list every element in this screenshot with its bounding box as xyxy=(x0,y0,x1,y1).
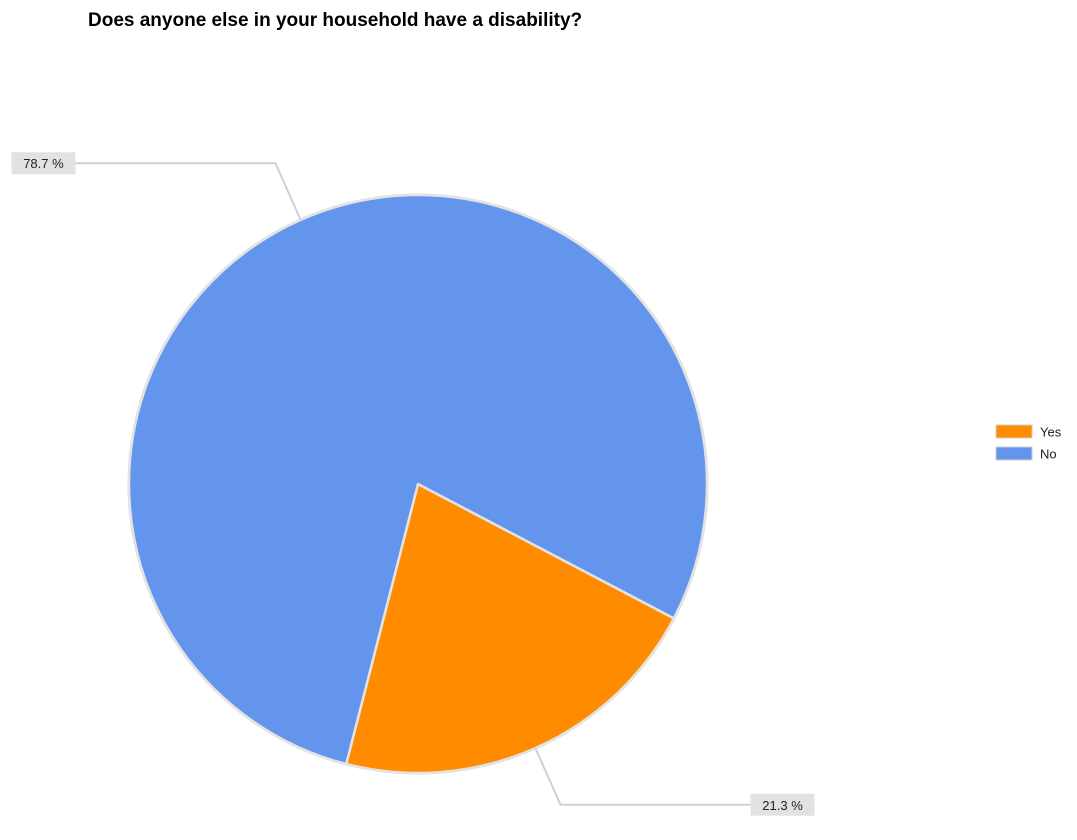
data-label-box-no xyxy=(11,152,76,175)
pie-slices xyxy=(127,193,709,775)
legend-swatch-yes xyxy=(995,424,1033,439)
leader-line-yes xyxy=(534,747,751,806)
leader-line-no xyxy=(75,162,302,221)
data-labels: 21.3 % 78.7 % xyxy=(11,152,815,816)
legend-label-yes: Yes xyxy=(1040,425,1062,440)
data-label-box-yes xyxy=(750,793,815,816)
legend: Yes No xyxy=(995,424,1062,462)
legend-label-no: No xyxy=(1040,447,1057,462)
data-label-no: 78.7 % xyxy=(23,156,64,171)
legend-swatch-no xyxy=(995,446,1033,461)
data-label-yes: 21.3 % xyxy=(762,798,803,813)
leader-lines xyxy=(75,162,751,806)
pie-slice-no xyxy=(127,193,709,766)
chart-title: Does anyone else in your household have … xyxy=(88,10,583,31)
